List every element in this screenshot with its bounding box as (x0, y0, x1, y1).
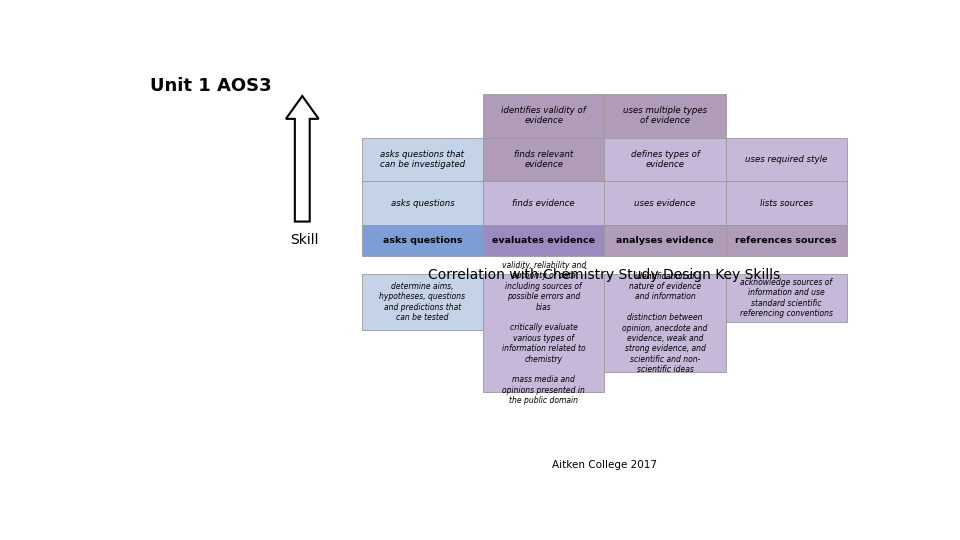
Text: asks questions: asks questions (383, 236, 462, 245)
Bar (483, 94, 605, 138)
Text: Skill: Skill (290, 233, 319, 247)
Text: identifies validity of
evidence: identifies validity of evidence (501, 106, 587, 125)
Polygon shape (286, 96, 319, 221)
Bar (726, 181, 847, 225)
Text: finds evidence: finds evidence (513, 199, 575, 207)
Text: finds relevant
evidence: finds relevant evidence (515, 150, 573, 169)
Bar (362, 181, 483, 225)
Bar (726, 274, 847, 322)
Text: references sources: references sources (735, 236, 837, 245)
Text: identification of
nature of evidence
and information

distinction between
opinio: identification of nature of evidence and… (622, 272, 708, 374)
Text: validity, reliability and
authority of data
including sources of
possible errors: validity, reliability and authority of d… (501, 261, 586, 406)
Text: asks questions: asks questions (391, 199, 454, 207)
Text: uses required style: uses required style (745, 155, 828, 164)
Bar (483, 274, 605, 393)
Bar (362, 138, 483, 181)
Text: evaluates evidence: evaluates evidence (492, 236, 595, 245)
Text: uses multiple types
of evidence: uses multiple types of evidence (623, 106, 708, 125)
Bar (605, 274, 726, 372)
Bar (483, 138, 605, 181)
Text: analyses evidence: analyses evidence (616, 236, 714, 245)
Bar (726, 138, 847, 181)
Text: lists sources: lists sources (759, 199, 813, 207)
Text: determine aims,
hypotheses, questions
and predictions that
can be tested: determine aims, hypotheses, questions an… (379, 282, 466, 322)
Text: Correlation with Chemistry Study Design Key Skills: Correlation with Chemistry Study Design … (428, 268, 780, 282)
Bar (726, 225, 847, 256)
Bar (362, 225, 483, 256)
Text: Aitken College 2017: Aitken College 2017 (552, 460, 657, 470)
Text: defines types of
evidence: defines types of evidence (631, 150, 700, 169)
Bar (605, 225, 726, 256)
Text: asks questions that
can be investigated: asks questions that can be investigated (380, 150, 465, 169)
Bar (605, 94, 726, 138)
Bar (362, 274, 483, 330)
Text: acknowledge sources of
information and use
standard scientific
referencing conve: acknowledge sources of information and u… (740, 278, 832, 318)
Bar (483, 225, 605, 256)
Text: uses evidence: uses evidence (635, 199, 696, 207)
Text: Unit 1 AOS3: Unit 1 AOS3 (150, 77, 272, 95)
Bar (483, 181, 605, 225)
Bar (605, 138, 726, 181)
Bar (605, 181, 726, 225)
